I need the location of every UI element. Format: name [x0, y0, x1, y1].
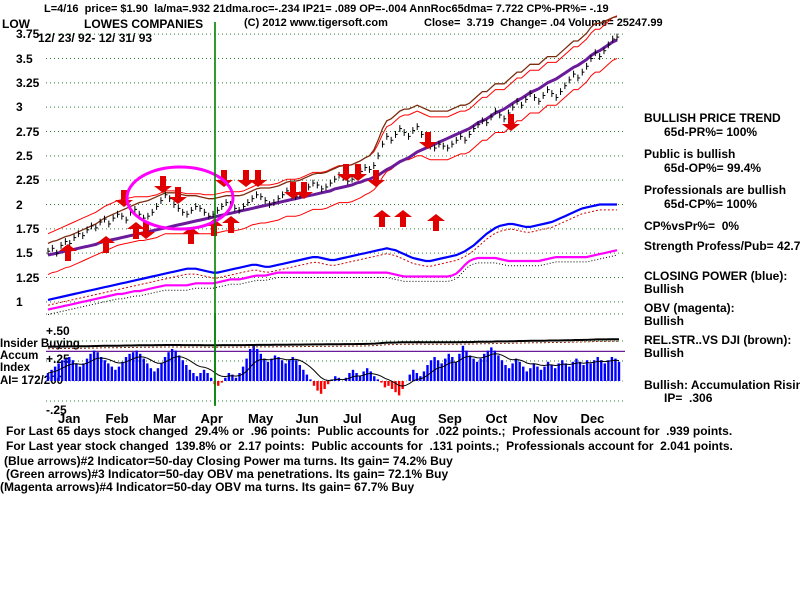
- accumulation-index-panel: [46, 313, 625, 405]
- month-label: Feb: [105, 411, 129, 426]
- sell-arrow-down-icon: [284, 182, 302, 199]
- month-label: Jun: [295, 411, 319, 426]
- price-tick-label: 2.75: [16, 124, 40, 139]
- month-label: Nov: [533, 411, 558, 426]
- month-label: Jan: [58, 411, 81, 426]
- sell-arrow-down-icon: [215, 170, 233, 187]
- price-tick-label: 1: [16, 294, 23, 309]
- trend-value: 65d-PR%= 100%: [664, 125, 758, 139]
- sell-arrow-down-icon: [419, 132, 437, 149]
- month-label: Aug: [390, 411, 416, 426]
- sell-arrow-down-icon: [337, 164, 355, 181]
- accum-ip-value: IP= .306: [664, 391, 713, 405]
- price-chart-plot: [46, 15, 625, 406]
- buy-arrow-up-icon: [127, 222, 145, 239]
- professionals-title: Professionals are bullish: [644, 183, 787, 197]
- buy-arrow-up-icon: [427, 214, 445, 231]
- header-stats-line: L=4/16 price= $1.90 la/ma=.932 21dma.roc…: [44, 3, 609, 15]
- month-label: May: [248, 411, 274, 426]
- price-tick-label: 1.75: [16, 221, 40, 236]
- price-tick-label: 2: [16, 197, 23, 212]
- closing-power-value: Bullish: [644, 282, 685, 296]
- month-label: Sep: [438, 411, 462, 426]
- trend-title: BULLISH PRICE TREND: [644, 111, 781, 125]
- price-tick-label: 3: [16, 100, 23, 115]
- sell-arrow-down-icon: [349, 164, 367, 181]
- ind-label-line3: Index: [0, 362, 31, 374]
- strength-profess-pub: Strength Profess/Pub= 42.7: [644, 239, 800, 253]
- buy-arrow-up-icon: [222, 216, 240, 233]
- professionals-value: 65d-CP%= 100%: [664, 197, 758, 211]
- price-tick-label: 1.25: [16, 270, 40, 285]
- date-range: 12/ 23/ 92- 12/ 31/ 93: [38, 31, 153, 45]
- buy-arrow-up-icon: [59, 244, 77, 261]
- footer-line-2: For Last year stock changed 139.8% or 2.…: [6, 439, 733, 453]
- highlight-ellipse: [125, 165, 235, 231]
- relstr-title: REL.STR..VS DJI (brown):: [644, 333, 792, 347]
- sell-arrow-down-icon: [237, 170, 255, 187]
- ind-label-line1: Insider Buying: [0, 338, 80, 350]
- price-chart-svg: [46, 15, 625, 406]
- obv-value: Bullish: [644, 314, 685, 328]
- buy-arrow-up-icon: [182, 227, 200, 244]
- ind-tick-plus25: +.25: [46, 352, 70, 366]
- sell-arrow-down-icon: [367, 170, 385, 187]
- footer-line-4: (Green arrows)#3 Indicator=50-day OBV ma…: [6, 467, 449, 481]
- price-tick-label: 2.25: [16, 173, 40, 188]
- footer-line-3: (Blue arrows)#2 Indicator=50-day Closing…: [4, 454, 453, 468]
- buy-arrow-up-icon: [97, 236, 115, 253]
- footer-line-5: (Magenta arrows)#4 Indicator=50-day OBV …: [0, 480, 415, 494]
- ind-tick-plus50: +.50: [46, 324, 70, 338]
- public-value: 65d-OP%= 99.4%: [664, 161, 762, 175]
- relstr-value: Bullish: [644, 346, 685, 360]
- copyright-text: (C) 2012 www.tigersoft.com: [244, 17, 388, 29]
- obv-title: OBV (magenta):: [644, 301, 735, 315]
- page-title: LOWES COMPANIES: [84, 17, 204, 31]
- sell-arrow-down-icon: [137, 222, 155, 239]
- buy-arrow-up-icon: [373, 210, 391, 227]
- month-label: Dec: [580, 411, 605, 426]
- accum-status-title: Bullish: Accumulation Rising: [644, 378, 800, 392]
- quote-summary: Close= 3.719 Change= .04 Volume= 25247.9…: [424, 17, 663, 29]
- price-tick-label: 3.5: [16, 51, 33, 66]
- footer-line-1: For Last 65 days stock changed 29.4% or …: [6, 424, 733, 438]
- ind-label-ai-value: AI= 172/200: [0, 375, 63, 387]
- price-tick-label: 2.5: [16, 148, 33, 163]
- closing-power-title: CLOSING POWER (blue):: [644, 269, 788, 283]
- price-tick-label: 3.75: [16, 27, 40, 42]
- month-label: Oct: [485, 411, 508, 426]
- sell-arrow-down-icon: [169, 187, 187, 204]
- month-label: Jul: [343, 411, 362, 426]
- ind-label-line2: Accum: [0, 350, 39, 362]
- sell-arrow-down-icon: [249, 170, 267, 187]
- month-label: Apr: [200, 411, 223, 426]
- sell-arrow-down-icon: [295, 182, 313, 199]
- sell-arrow-down-icon: [502, 114, 520, 131]
- public-title: Public is bullish: [644, 147, 736, 161]
- sell-arrow-down-icon: [154, 176, 172, 193]
- ind-tick-minus25: -.25: [46, 403, 67, 417]
- accumulation-index-svg: [46, 313, 625, 405]
- month-label: Mar: [153, 411, 177, 426]
- price-tick-label: 1.5: [16, 246, 33, 261]
- price-tick-label: 3.25: [16, 75, 40, 90]
- ticker-symbol: LOW: [2, 17, 30, 31]
- buy-arrow-up-icon: [394, 210, 412, 227]
- cp-vs-pr-value: CP%vsPr%= 0%: [644, 219, 740, 233]
